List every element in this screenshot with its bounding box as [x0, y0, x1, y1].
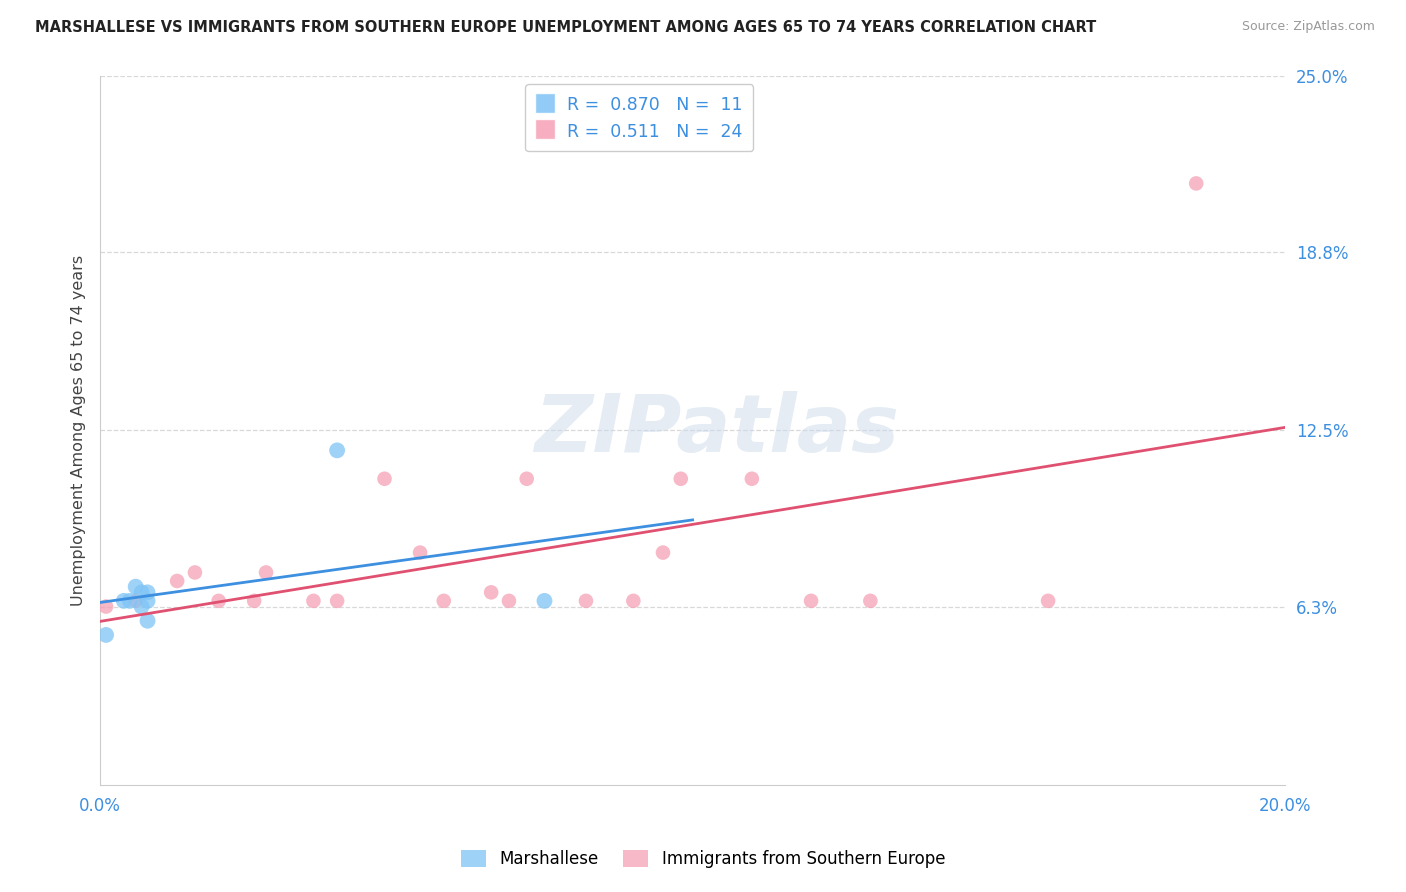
Point: [118, 594, 141, 608]
Point: [1185, 177, 1208, 191]
Point: [166, 574, 188, 588]
Point: [136, 585, 159, 599]
Point: [741, 472, 763, 486]
Legend: R =  0.870   N =  11, R =  0.511   N =  24: R = 0.870 N = 11, R = 0.511 N = 24: [526, 84, 754, 152]
Point: [1036, 594, 1059, 608]
Point: [373, 472, 395, 486]
Point: [433, 594, 456, 608]
Y-axis label: Unemployment Among Ages 65 to 74 years: Unemployment Among Ages 65 to 74 years: [72, 255, 86, 606]
Point: [136, 594, 159, 608]
Text: Source: ZipAtlas.com: Source: ZipAtlas.com: [1241, 20, 1375, 33]
Point: [131, 585, 153, 599]
Point: [533, 594, 555, 608]
Point: [669, 472, 692, 486]
Point: [131, 599, 153, 614]
Legend: Marshallese, Immigrants from Southern Europe: Marshallese, Immigrants from Southern Eu…: [454, 843, 952, 875]
Point: [326, 594, 349, 608]
Point: [498, 594, 520, 608]
Point: [124, 580, 146, 594]
Point: [800, 594, 823, 608]
Point: [94, 628, 117, 642]
Point: [124, 594, 146, 608]
Point: [94, 599, 117, 614]
Text: ZIPatlas: ZIPatlas: [534, 392, 898, 469]
Point: [479, 585, 502, 599]
Point: [254, 566, 277, 580]
Point: [243, 594, 266, 608]
Point: [207, 594, 229, 608]
Point: [621, 594, 644, 608]
Point: [516, 472, 538, 486]
Point: [859, 594, 882, 608]
Point: [112, 594, 135, 608]
Point: [409, 545, 432, 559]
Point: [302, 594, 325, 608]
Point: [575, 594, 598, 608]
Point: [652, 545, 675, 559]
Point: [136, 614, 159, 628]
Point: [326, 443, 349, 458]
Point: [184, 566, 207, 580]
Text: MARSHALLESE VS IMMIGRANTS FROM SOUTHERN EUROPE UNEMPLOYMENT AMONG AGES 65 TO 74 : MARSHALLESE VS IMMIGRANTS FROM SOUTHERN …: [35, 20, 1097, 35]
